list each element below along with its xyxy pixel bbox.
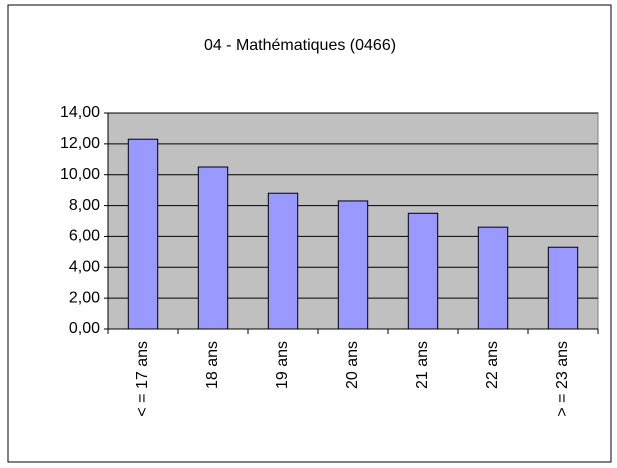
y-tick-label: 14,00 (60, 104, 100, 121)
chart-title: 04 - Mathématiques (0466) (204, 37, 396, 54)
y-tick-label: 10,00 (60, 166, 100, 183)
bar (407, 212, 439, 330)
y-tick-label: 6,00 (69, 228, 100, 245)
x-tick-label: > = 23 ans (554, 341, 571, 417)
x-tick-label: 20 ans (344, 341, 361, 389)
y-tick-label: 12,00 (60, 135, 100, 152)
x-tick-label: < = 17 ans (134, 341, 151, 417)
bar (547, 246, 579, 330)
x-tick-label: 21 ans (414, 341, 431, 389)
bar (477, 226, 509, 330)
y-tick-label: 2,00 (69, 289, 100, 306)
x-tick-label: 18 ans (204, 341, 221, 389)
bar (267, 192, 299, 330)
x-tick-label: 22 ans (484, 341, 501, 389)
bar (197, 166, 229, 330)
bar (127, 138, 159, 330)
x-tick-label: 19 ans (274, 341, 291, 389)
bar (337, 200, 369, 330)
y-tick-label: 4,00 (69, 259, 100, 276)
y-tick-label: 8,00 (69, 197, 100, 214)
y-tick-label: 0,00 (69, 320, 100, 337)
